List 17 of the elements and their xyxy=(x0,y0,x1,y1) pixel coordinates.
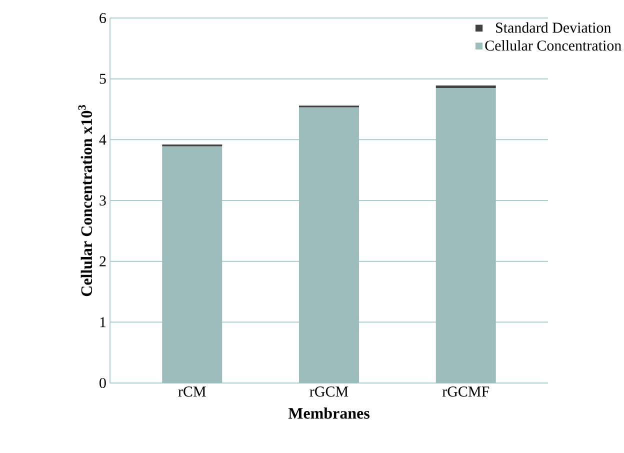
x-tick-label: rGCM xyxy=(310,386,348,397)
x-tick-label: rGCMF xyxy=(442,386,490,397)
y-tick-label: 3 xyxy=(100,195,106,206)
y-tick-label: 0 xyxy=(100,378,106,388)
legend-label: Standard Deviation xyxy=(496,22,612,33)
y-tick-label: 2 xyxy=(100,256,106,266)
y-tick-label: 1 xyxy=(100,317,106,328)
bar xyxy=(299,107,359,383)
y-tick-label: 6 xyxy=(100,12,106,24)
x-tick-label: rCM xyxy=(178,386,206,397)
y-tick-label: 5 xyxy=(100,74,106,84)
bar xyxy=(436,88,496,383)
legend-label: Cellular Concentration xyxy=(485,40,622,51)
bar xyxy=(162,146,222,383)
x-axis-title: Membranes xyxy=(288,407,370,419)
y-tick-label: 4 xyxy=(99,134,106,145)
y-axis-title: Cellular Concentration x10$^{3}$ xyxy=(78,105,92,296)
